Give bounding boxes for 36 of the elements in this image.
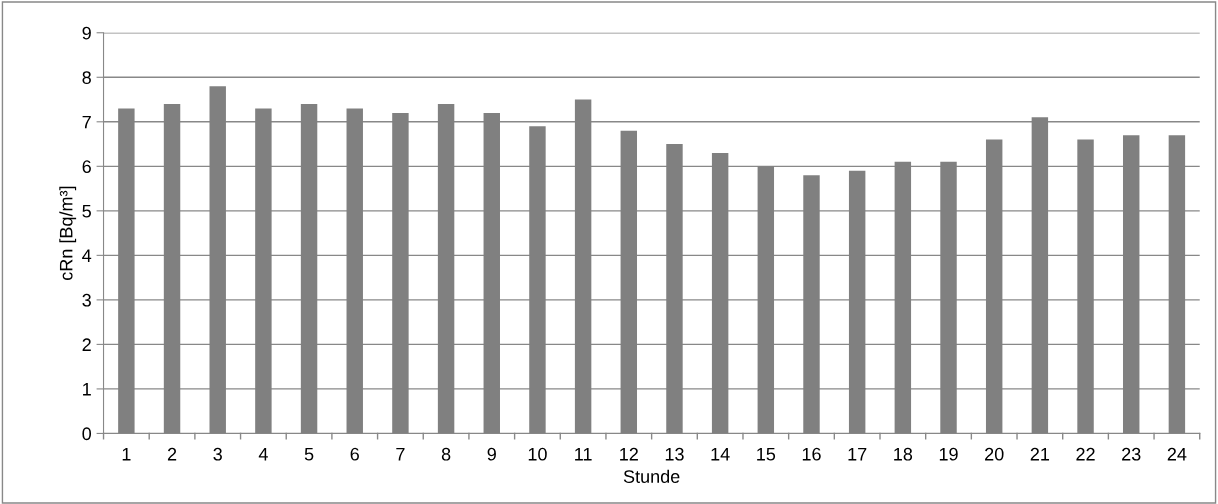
x-tick-label: 22 (1076, 447, 1095, 461)
x-tick-label: 23 (1122, 447, 1141, 461)
x-tick-label: 12 (620, 447, 638, 461)
x-axis-title: Stunde (623, 469, 680, 483)
y-tick-label: 1 (83, 383, 91, 396)
x-tick-label: 18 (894, 447, 913, 461)
x-tick-label: 24 (1167, 447, 1187, 461)
y-tick-label: 9 (82, 26, 91, 40)
x-tick-label: 20 (985, 447, 1004, 461)
y-tick-label: 0 (82, 427, 92, 441)
x-tick-label: 14 (711, 447, 730, 461)
x-tick-label: 9 (487, 447, 496, 461)
x-tick-label: 16 (802, 447, 821, 461)
x-tick-label: 4 (258, 447, 268, 461)
y-tick-label: 6 (82, 160, 91, 174)
x-tick-label: 11 (575, 447, 592, 461)
y-tick-label: 3 (82, 293, 91, 307)
x-tick-label: 10 (528, 447, 547, 461)
y-tick-label: 2 (82, 338, 91, 351)
y-tick-label: 7 (82, 115, 91, 129)
y-tick-label: 5 (82, 204, 91, 218)
x-tick-label: 13 (665, 447, 684, 461)
x-tick-label: 21 (1030, 447, 1050, 461)
x-tick-label: 2 (167, 447, 177, 461)
y-tick-label: 8 (82, 71, 91, 84)
x-tick-label: 17 (848, 447, 867, 461)
y-tick-label: 4 (82, 249, 92, 262)
x-tick-label: 8 (441, 447, 451, 461)
x-tick-label: 5 (304, 447, 314, 461)
x-tick-label: 19 (939, 447, 958, 461)
x-tick-label: 3 (213, 447, 222, 461)
x-tick-label: 7 (396, 447, 405, 461)
y-axis-title: cRn [Bq/m³] (59, 186, 77, 280)
x-tick-label: 1 (122, 447, 131, 461)
x-tick-label: 15 (757, 447, 776, 461)
x-tick-label: 6 (350, 447, 359, 461)
